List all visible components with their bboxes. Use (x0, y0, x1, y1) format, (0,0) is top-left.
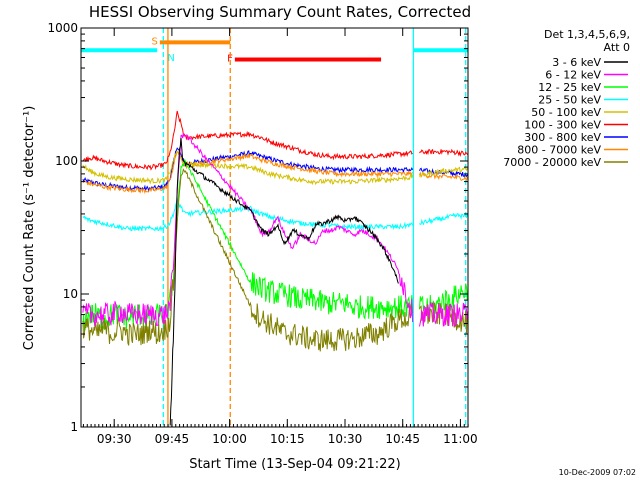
series-50-100-kev (82, 150, 469, 186)
state-label-n: N (167, 53, 174, 64)
series-100-300-kev (82, 110, 469, 171)
y-tick-label-100: 100 (55, 154, 78, 168)
y-tick-label-1: 1 (70, 420, 78, 434)
x-tick-label-11-00: 11:00 (443, 432, 478, 446)
series-layer (82, 110, 469, 426)
series-300-800-kev (82, 147, 469, 193)
legend-header-line-2: Att 0 (604, 41, 630, 54)
legend-label-7000-20000-kev: 7000 - 20000 keV (503, 156, 601, 169)
series-800-7000-kev (82, 150, 469, 195)
legend-label-12-25-kev: 12 - 25 keV (538, 81, 601, 94)
series-12-25-kev (82, 158, 469, 332)
y-axis-label: Corrected Count Rate (s⁻¹ detector⁻¹) (22, 106, 37, 351)
x-tick-label-10-45: 10:45 (385, 432, 420, 446)
x-tick-label-09-30: 09:30 (97, 432, 132, 446)
state-bars: SN F (81, 36, 468, 64)
chart-title: HESSI Observing Summary Count Rates, Cor… (89, 3, 471, 21)
legend-label-100-300-kev: 100 - 300 keV (524, 119, 601, 132)
y-tick-label-1000: 1000 (47, 21, 78, 35)
x-tick-label-10-00: 10:00 (212, 432, 247, 446)
y-axis: 1 10 100 1000 (47, 21, 468, 434)
legend-label-300-800-kev: 300 - 800 keV (524, 131, 601, 144)
legend-label-25-50-kev: 25 - 50 keV (538, 94, 601, 107)
y-tick-label-10: 10 (63, 287, 78, 301)
x-tick-label-10-15: 10:15 (270, 432, 305, 446)
legend-header-line-1: Det 1,3,4,5,6,9, (544, 28, 630, 41)
x-axis: 09:30 09:45 10:00 10:15 10:30 10:45 11:00 (82, 28, 478, 446)
legend-label-800-7000-kev: 800 - 7000 keV (517, 144, 601, 157)
series-3-6-kev (169, 137, 399, 426)
x-tick-label-09-45: 09:45 (155, 432, 190, 446)
x-tick-label-10-30: 10:30 (328, 432, 363, 446)
date-stamp: 10-Dec-2009 07:02 (559, 468, 636, 477)
state-label-f: F (227, 53, 233, 64)
legend-label-50-100-kev: 50 - 100 keV (531, 106, 601, 119)
vertical-markers (162, 28, 467, 427)
legend-label-6-12-kev: 6 - 12 keV (545, 69, 601, 82)
plot-frame (80, 27, 469, 428)
x-axis-label: Start Time (13-Sep-04 09:21:22) (189, 457, 400, 472)
legend-label-3-6-kev: 3 - 6 keV (552, 56, 601, 69)
series-25-50-kev (82, 198, 469, 232)
state-label-s: S (152, 36, 158, 47)
